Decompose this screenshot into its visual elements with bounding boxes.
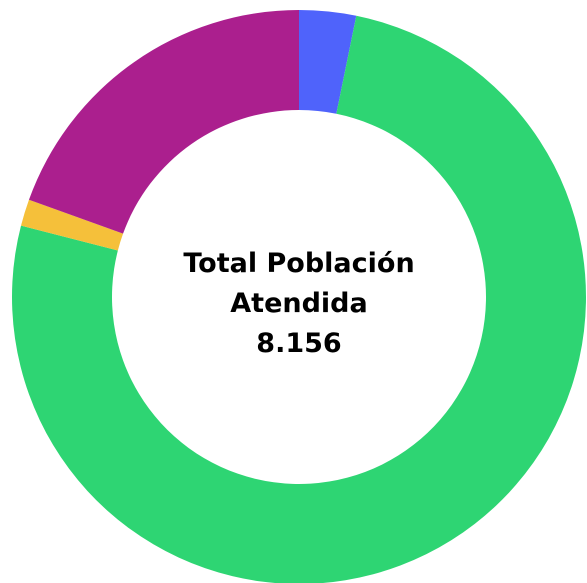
donut-slice-4: [28, 10, 299, 234]
center-label-line1: Total Población: [183, 248, 415, 279]
center-label-value: 8.156: [256, 328, 342, 359]
donut-slice-2: [12, 15, 586, 583]
donut-slice-3: [21, 199, 124, 251]
center-total-label: Total Población Atendida 8.156: [143, 244, 455, 364]
donut-slice-1: [299, 10, 357, 114]
center-label-line2: Atendida: [230, 288, 368, 319]
